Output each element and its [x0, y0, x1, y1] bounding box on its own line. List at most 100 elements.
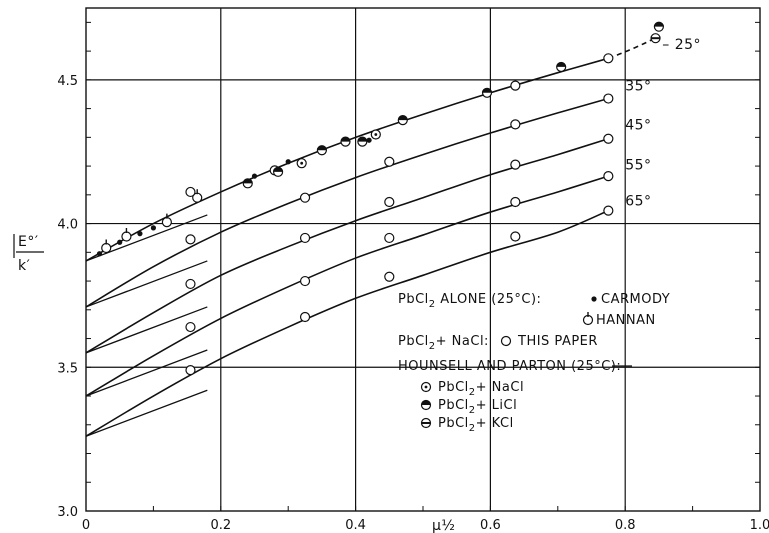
point-ring	[510, 196, 521, 208]
point-circle	[299, 192, 311, 203]
point-circle-half	[242, 178, 253, 189]
point-circle-half	[316, 145, 327, 156]
tick-labels: 0 0.2 0.4 0.6 0.8 1.0 3.0 3.5 4.0 4.5	[57, 74, 769, 533]
legend-hannan-marker	[582, 312, 594, 326]
point-dot	[117, 239, 123, 245]
point-circle-half	[340, 136, 351, 147]
y-tick-label: 3.0	[57, 505, 78, 520]
point-hannan	[121, 228, 132, 242]
point-dot	[366, 137, 372, 143]
point-half	[398, 115, 408, 121]
point-ring	[299, 192, 311, 203]
point-dot-shape	[117, 239, 123, 245]
legend-hp-kcl: PbCl2+ KCl	[438, 416, 514, 434]
point-circle	[185, 365, 196, 376]
point-dot-shape	[150, 225, 156, 231]
point-ring	[384, 156, 395, 167]
curve-label-4: 55°	[625, 158, 651, 174]
point-dot	[150, 225, 156, 231]
curve-label-5: 65°	[625, 194, 651, 210]
point-dot-shape	[366, 137, 372, 143]
point-circle-half	[556, 61, 567, 73]
curve-label-2: 35°	[625, 79, 651, 95]
point-circle	[299, 275, 311, 287]
point-ring	[510, 119, 521, 130]
x-tick-label: 0.4	[345, 518, 366, 533]
legend: PbCl2 ALONE (25°C): CARMODY HANNAN PbCl2…	[398, 292, 670, 434]
point-ring	[603, 205, 614, 216]
point-dot	[251, 173, 258, 179]
point-circle	[299, 311, 311, 323]
point-circle	[185, 186, 196, 198]
point-ring	[603, 53, 614, 64]
point-dot	[137, 231, 143, 237]
point-dot-shape	[96, 251, 103, 257]
point-circle	[510, 231, 521, 242]
point-ring	[603, 93, 614, 104]
limiting-line-5	[85, 389, 208, 437]
point-half	[556, 62, 566, 67]
point-hannan	[192, 189, 203, 203]
point-half	[654, 22, 664, 27]
point-dot-shape	[285, 159, 291, 165]
y-tick-label: 4.5	[57, 74, 78, 89]
point-hannan	[101, 239, 112, 254]
y-tick-label: 3.5	[57, 361, 78, 376]
fitted-curves	[85, 38, 653, 437]
legend-hounsell-parton-title: HOUNSELL AND PARTON (25°C):	[398, 359, 621, 374]
legend-line-pbcl2-nacl: PbCl2+ NaCl:	[398, 334, 489, 352]
point-circle-half	[397, 114, 408, 126]
legend-line-pbcl2-alone: PbCl2 ALONE (25°C):	[398, 292, 541, 310]
point-circle	[384, 196, 395, 208]
limiting-line-4	[85, 349, 208, 397]
legend-carmody: CARMODY	[601, 292, 670, 307]
point-ring	[299, 232, 311, 244]
point-ring	[384, 196, 395, 208]
point-dot-shape	[251, 173, 258, 179]
point-ring	[384, 271, 395, 282]
point-ring	[299, 311, 311, 323]
limiting-line-2	[85, 260, 208, 308]
point-circle	[603, 93, 614, 104]
point-ring	[121, 231, 132, 242]
y-label-denominator: k′	[18, 258, 30, 274]
point-circle-bar	[650, 33, 661, 44]
point-circle	[510, 80, 521, 91]
y-tick-label: 4.0	[57, 218, 78, 233]
point-ring	[185, 365, 196, 376]
legend-hp-licl-marker	[420, 399, 432, 411]
x-tick-label: 0	[82, 518, 90, 533]
point-circle	[185, 278, 196, 290]
point-dot-shape	[137, 231, 143, 237]
point-circle	[384, 232, 395, 244]
point-circle	[603, 205, 614, 216]
limiting-slope-lines	[85, 214, 208, 437]
point-circle	[510, 119, 521, 130]
curve-5	[85, 209, 609, 437]
x-tick-label: 0.8	[615, 518, 636, 533]
point-dot	[96, 251, 103, 257]
point-ring	[101, 242, 112, 254]
legend-this-paper-marker	[500, 335, 512, 347]
grid-lines	[85, 8, 761, 512]
curve-extension-dashed	[608, 38, 653, 60]
point-circle	[185, 234, 196, 245]
legend-hp-kcl-marker	[420, 417, 432, 429]
point-circle	[603, 133, 614, 144]
curve-label-3: 45°	[625, 117, 651, 133]
curve-label-1: – 25°	[662, 37, 701, 53]
point-circle-half	[653, 21, 665, 32]
legend-hp-licl: PbCl2+ LiCl	[438, 398, 517, 416]
legend-hp-nacl: PbCl2+ NaCl	[438, 380, 524, 398]
x-tick-label: 0.2	[210, 518, 231, 533]
point-circle-half	[481, 87, 493, 98]
point-circle	[603, 171, 614, 182]
point-circle	[603, 53, 614, 64]
point-half	[357, 137, 367, 142]
curve-1	[85, 57, 609, 262]
point-circle	[185, 321, 196, 333]
point-hannan	[161, 213, 172, 228]
point-circle-half	[357, 136, 368, 147]
point-ring	[510, 231, 521, 242]
limiting-line-1	[85, 214, 208, 262]
